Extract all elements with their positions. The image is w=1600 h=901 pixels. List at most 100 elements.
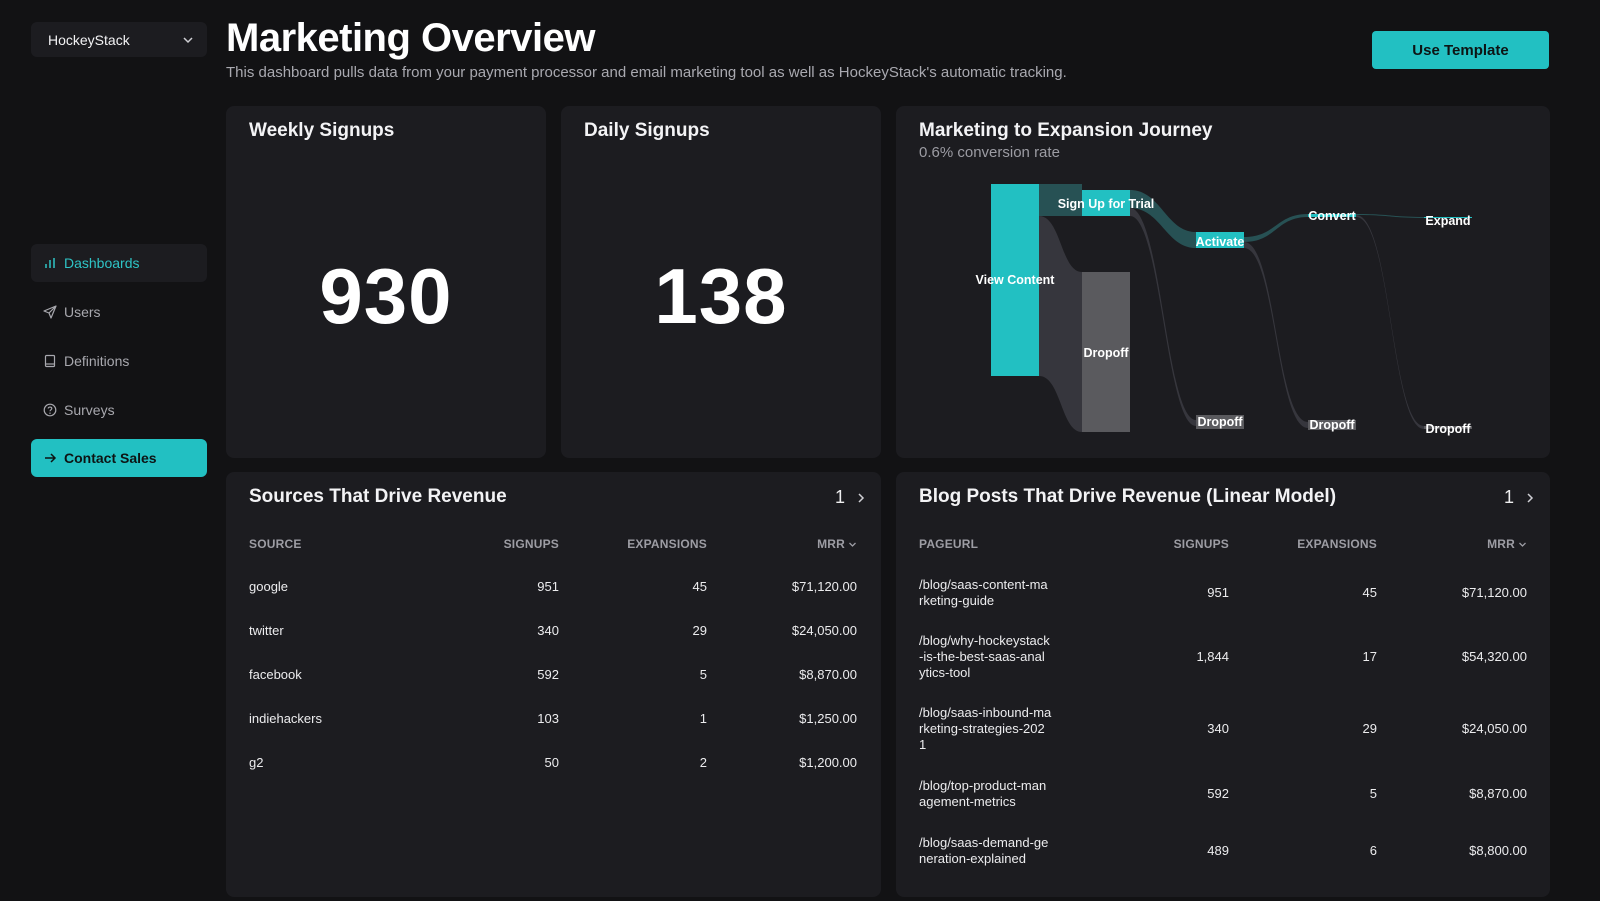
cell-source: g2 xyxy=(249,754,264,770)
sidebar-item-definitions[interactable]: Definitions xyxy=(31,342,207,380)
cell-signups: 489 xyxy=(1207,842,1229,858)
table-row[interactable]: twitter 340 29 $24,050.00 xyxy=(249,608,857,652)
page-number: 1 xyxy=(1503,487,1514,507)
sidebar-item-label: Users xyxy=(64,304,101,320)
node-dropoff-2[interactable] xyxy=(1196,415,1244,429)
cell-expansions: 45 xyxy=(692,578,707,594)
cell-signups: 1,844 xyxy=(1196,649,1229,664)
sidebar-nav: Dashboards Users Definitions Surveys Con… xyxy=(31,244,207,488)
cell-source: twitter xyxy=(249,622,284,638)
cell-signups: 340 xyxy=(537,622,559,638)
cell-expansions: 1 xyxy=(699,710,707,726)
cell-pageurl[interactable]: /blog/saas-content-ma rketing-guide xyxy=(919,576,1048,608)
sidebar-item-surveys[interactable]: Surveys xyxy=(31,391,207,429)
column-header-expansions[interactable]: EXPANSIONS xyxy=(627,537,707,551)
table-row[interactable]: google 951 45 $71,120.00 xyxy=(249,564,857,608)
column-header-pageurl[interactable]: PAGEURL xyxy=(919,537,979,551)
label-dropoff-3: Dropoff xyxy=(1309,418,1355,432)
sidebar: HockeyStack Dashboards Users Definitions… xyxy=(0,0,215,901)
question-circle-icon xyxy=(43,403,57,417)
label-sign-up: Sign Up for Trial xyxy=(1058,197,1155,211)
cell-mrr: $8,870.00 xyxy=(799,666,857,682)
cell-signups: 592 xyxy=(537,666,559,682)
cell-pageurl[interactable]: /blog/saas-demand-ge neration-explained xyxy=(919,834,1049,866)
cell-expansions: 2 xyxy=(699,754,707,770)
sidebar-item-dashboards[interactable]: Dashboards xyxy=(31,244,207,282)
bar-chart-icon xyxy=(45,258,55,268)
card-title: Marketing to Expansion Journey xyxy=(919,120,1213,141)
chevron-right-icon[interactable] xyxy=(1524,492,1536,504)
contact-sales-label: Contact Sales xyxy=(64,450,157,466)
sources-table: SOURCE SIGNUPS EXPANSIONS MRR google 951… xyxy=(249,524,857,784)
workspace-switcher[interactable]: HockeyStack xyxy=(31,22,207,57)
cell-mrr: $24,050.00 xyxy=(1461,721,1527,736)
sources-card: Sources That Drive Revenue 1 SOURCE SIGN… xyxy=(226,472,881,897)
node-view-content[interactable] xyxy=(991,184,1039,376)
cell-pageurl[interactable]: /blog/why-hockeystack -is-the-best-saas-… xyxy=(919,633,1050,680)
card-title: Daily Signups xyxy=(584,120,710,141)
card-title: Sources That Drive Revenue xyxy=(249,486,507,507)
table-row[interactable]: facebook 592 5 $8,870.00 xyxy=(249,652,857,696)
table-row[interactable]: indiehackers 103 1 $1,250.00 xyxy=(249,696,857,740)
blog-posts-table: PAGEURL SIGNUPS EXPANSIONS MRR /blog/saa… xyxy=(919,524,1527,879)
arrow-right-icon xyxy=(45,453,57,463)
cell-mrr: $1,200.00 xyxy=(799,754,857,770)
contact-sales-button[interactable]: Contact Sales xyxy=(31,439,207,477)
node-dropoff-4[interactable] xyxy=(1424,426,1472,429)
cell-expansions: 29 xyxy=(1362,721,1377,736)
node-convert[interactable] xyxy=(1308,214,1356,217)
label-dropoff-1: Dropoff xyxy=(1083,346,1129,360)
weekly-signups-card: Weekly Signups 930 xyxy=(226,106,546,458)
cell-expansions: 5 xyxy=(699,666,707,682)
cell-source: google xyxy=(249,578,289,594)
cell-signups: 951 xyxy=(537,578,559,594)
cell-mrr: $24,050.00 xyxy=(791,622,857,638)
cell-mrr: $1,250.00 xyxy=(799,710,857,726)
column-header-mrr[interactable]: MRR xyxy=(1377,524,1527,564)
chevron-down-icon xyxy=(183,36,193,43)
link-activate-to-dropoff xyxy=(1244,242,1308,428)
cell-mrr: $71,120.00 xyxy=(1461,584,1527,600)
label-view-content: View Content xyxy=(976,273,1056,287)
cell-pageurl[interactable]: /blog/saas-inbound-ma rketing-strategies… xyxy=(919,705,1052,752)
column-header-signups[interactable]: SIGNUPS xyxy=(503,537,559,551)
cell-expansions: 6 xyxy=(1369,842,1377,858)
column-header-source[interactable]: SOURCE xyxy=(249,537,302,551)
daily-signups-card: Daily Signups 138 xyxy=(561,106,881,458)
sidebar-item-users[interactable]: Users xyxy=(31,293,207,331)
table-row[interactable]: /blog/top-product-man agement-metrics 59… xyxy=(919,765,1527,822)
table-row[interactable]: /blog/saas-inbound-ma rketing-strategies… xyxy=(919,693,1527,765)
chevron-right-icon[interactable] xyxy=(855,492,867,504)
journey-card: Marketing to Expansion Journey 0.6% conv… xyxy=(896,106,1550,458)
use-template-button[interactable]: Use Template xyxy=(1372,31,1549,69)
column-header-signups[interactable]: SIGNUPS xyxy=(1173,537,1229,551)
table-row[interactable]: /blog/why-hockeystack -is-the-best-saas-… xyxy=(919,621,1527,693)
table-row[interactable]: /blog/saas-content-ma rketing-guide 951 … xyxy=(919,564,1527,621)
pagination[interactable]: 1 xyxy=(1504,487,1536,508)
sidebar-item-label: Surveys xyxy=(64,402,115,418)
table-row[interactable]: /blog/saas-demand-ge neration-explained … xyxy=(919,822,1527,879)
cell-mrr: $54,320.00 xyxy=(1461,649,1527,664)
cell-mrr: $8,800.00 xyxy=(1469,842,1527,858)
cell-pageurl[interactable]: /blog/top-product-man agement-metrics xyxy=(919,777,1047,809)
node-dropoff-3[interactable] xyxy=(1308,420,1356,430)
column-header-expansions[interactable]: EXPANSIONS xyxy=(1297,537,1377,551)
node-expand[interactable] xyxy=(1424,217,1472,218)
column-header-mrr[interactable]: MRR xyxy=(707,524,857,564)
cell-mrr: $8,870.00 xyxy=(1469,785,1527,801)
journey-sankey: View Content Sign Up for Trial Dropoff A… xyxy=(976,184,1472,436)
page-title: Marketing Overview xyxy=(226,16,595,60)
cell-expansions: 17 xyxy=(1362,649,1377,664)
pagination[interactable]: 1 xyxy=(835,487,867,508)
link-signup-to-activate xyxy=(1130,190,1196,248)
label-dropoff-2: Dropoff xyxy=(1197,415,1243,429)
label-expand: Expand xyxy=(1425,214,1470,228)
node-sign-up[interactable] xyxy=(1082,190,1130,216)
table-row[interactable]: g2 50 2 $1,200.00 xyxy=(249,740,857,784)
node-dropoff-1[interactable] xyxy=(1082,272,1130,432)
cell-source: facebook xyxy=(249,666,302,682)
card-title: Weekly Signups xyxy=(249,120,395,141)
book-icon xyxy=(44,354,56,368)
cell-expansions: 5 xyxy=(1369,785,1377,801)
node-activate[interactable] xyxy=(1196,232,1244,248)
